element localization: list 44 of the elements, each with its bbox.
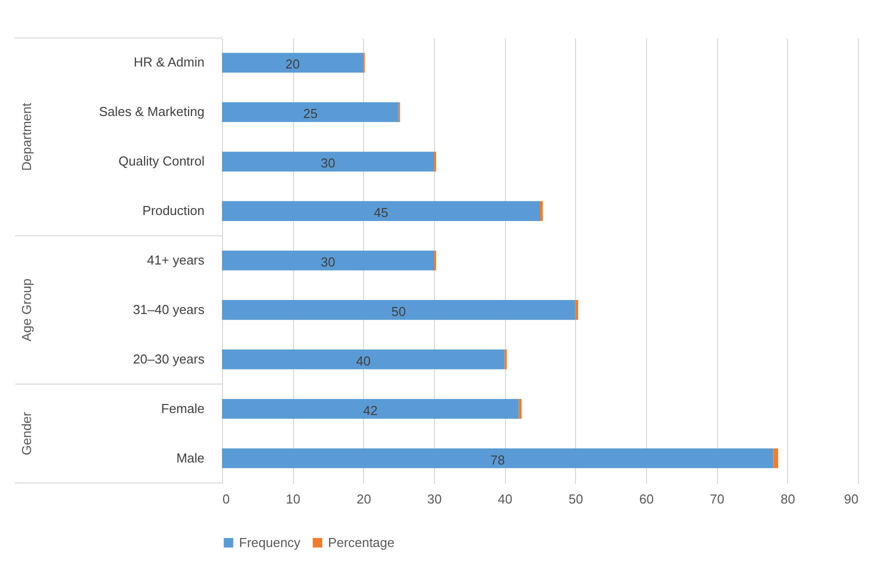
bar [222, 250, 434, 270]
bar [222, 398, 519, 419]
legend-label: Frequency [239, 534, 301, 550]
x-tick-label: 70 [710, 492, 724, 506]
y-tick-label: 31–40 years [132, 302, 205, 317]
y-tick-label: Sales & Marketing [99, 104, 204, 120]
x-tick-label: 40 [498, 492, 512, 506]
bar [222, 300, 576, 320]
data-label: 30 [320, 156, 336, 171]
bar [222, 201, 540, 221]
data-label: 42 [363, 402, 378, 418]
x-tick-label: 60 [639, 492, 654, 506]
text: Gender [19, 411, 34, 456]
data-label: 50 [391, 304, 406, 319]
y-tick-label: 41+ years [147, 252, 205, 268]
y-tick-label: Quality Control [118, 154, 205, 169]
x-tick-label: 10 [286, 492, 300, 506]
bar [222, 448, 774, 468]
data-label: 45 [374, 205, 388, 220]
data-label: 40 [356, 353, 371, 368]
bar [540, 201, 543, 221]
x-tick-label: 20 [356, 492, 372, 506]
data-label: 25 [303, 106, 318, 122]
bar [222, 52, 364, 73]
legend-label: Percentage [328, 534, 394, 550]
data-label: 30 [320, 254, 336, 270]
text: Age Group [19, 278, 34, 342]
data-label: 20 [285, 56, 300, 72]
x-tick-label: 80 [780, 492, 796, 506]
y-tick-label: Production [142, 203, 204, 218]
text: Department [19, 102, 34, 171]
x-tick-label: 30 [427, 492, 442, 506]
x-tick-label: 0 [222, 492, 230, 506]
y-tick-label: 20–30 years [132, 351, 205, 366]
x-tick-label: 50 [568, 492, 584, 506]
bar [222, 152, 434, 172]
bar [773, 448, 778, 468]
bar [222, 102, 399, 122]
data-label: 78 [490, 452, 505, 468]
bar [222, 350, 505, 370]
y-tick-label: HR & Admin [134, 54, 204, 70]
y-tick-label: Female [161, 400, 204, 416]
y-tick-label: Male [176, 450, 204, 466]
x-tick-label: 90 [844, 492, 858, 506]
